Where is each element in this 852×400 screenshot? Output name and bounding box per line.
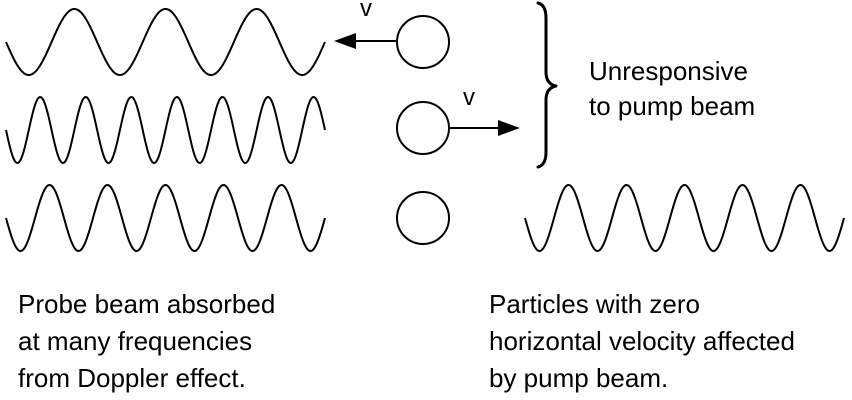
probe-wave-high-frequency (5, 95, 326, 165)
velocity-arrow-right (450, 120, 520, 136)
curly-brace (536, 1, 558, 169)
particle-stationary (396, 191, 450, 245)
pump-wave (524, 183, 845, 253)
brace-caption-line-1: Unresponsive (589, 56, 748, 86)
probe-wave-low-frequency (5, 7, 326, 77)
velocity-arrow-left (334, 33, 396, 49)
particle-moving-right (396, 101, 450, 155)
velocity-label-top: v (360, 0, 372, 22)
probe-caption-line-1: Probe beam absorbed (18, 289, 275, 319)
particle-moving-left (396, 15, 450, 69)
probe-wave-medium-frequency (5, 183, 326, 253)
probe-caption-line-3: from Doppler effect. (18, 363, 246, 393)
brace-caption-line-2: to pump beam (589, 91, 755, 121)
velocity-label-mid: v (463, 84, 475, 111)
pump-caption-line-1: Particles with zero (489, 289, 700, 319)
pump-caption-line-3: by pump beam. (489, 363, 668, 393)
probe-caption-line-2: at many frequencies (18, 326, 252, 356)
pump-caption-line-2: horizontal velocity affected (489, 326, 795, 356)
